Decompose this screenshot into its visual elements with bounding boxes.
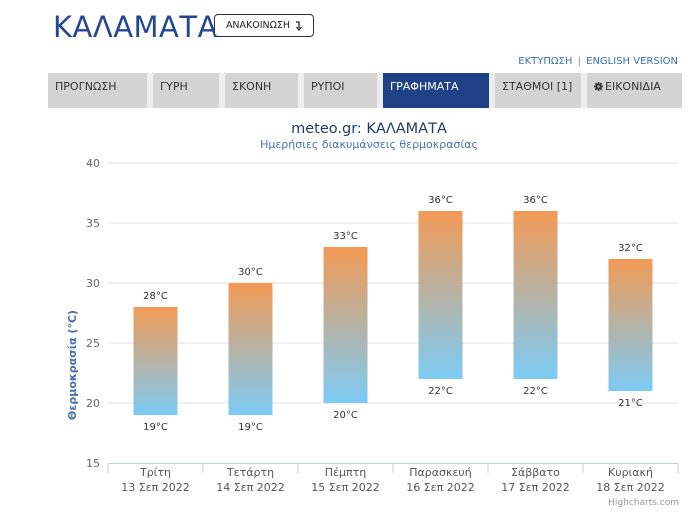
x-tick-date-label: 16 Σεπ 2022 bbox=[406, 481, 475, 494]
x-tick-date-label: 18 Σεπ 2022 bbox=[596, 481, 665, 494]
low-temp-label: 22°C bbox=[428, 386, 453, 397]
low-temp-label: 19°C bbox=[238, 422, 263, 433]
y-tick-label: 25 bbox=[86, 337, 100, 350]
x-tick-day-label: Τρίτη bbox=[139, 466, 171, 479]
chart-title: meteo.gr: ΚΑΛΑΜΑΤΑ bbox=[291, 121, 447, 137]
chart-subtitle: Ημερήσιες διακυμάνσεις θερμοκρασίας bbox=[260, 138, 478, 151]
tab-label: ΣΚΟΝΗ bbox=[232, 80, 272, 93]
top-links: ΕΚΤΥΠΩΣΗ | ENGLISH VERSION bbox=[518, 56, 678, 67]
temperature-chart: meteo.gr: ΚΑΛΑΜΑΤΑ Ημερήσιες διακυμάνσει… bbox=[66, 121, 679, 508]
tab-label: ΣΤΑΘΜΟΙ [1] bbox=[502, 80, 573, 93]
x-tick-date-label: 13 Σεπ 2022 bbox=[121, 481, 190, 494]
high-temp-label: 30°C bbox=[238, 267, 263, 278]
x-tick-date-label: 14 Σεπ 2022 bbox=[216, 481, 285, 494]
x-tick-date-label: 15 Σεπ 2022 bbox=[311, 481, 380, 494]
temperature-range-bar[interactable] bbox=[608, 259, 653, 391]
high-temp-label: 32°C bbox=[618, 243, 643, 254]
main-tabbar: ΠΡΟΓΝΩΣΗ ΓΥΡΗ ΣΚΟΝΗ ΡΥΠΟΙ ΓΡΑΦΗΜΑΤΑ ΣΤΑΘ… bbox=[48, 73, 682, 108]
y-tick-label: 20 bbox=[86, 397, 100, 410]
y-axis-title: Θερμοκρασία (°C) bbox=[66, 310, 79, 420]
tab-label: ΡΥΠΟΙ bbox=[311, 80, 345, 93]
announcement-label: ΑΝΑΚΟΙΝΩΣΗ bbox=[225, 20, 291, 31]
cog-icon bbox=[594, 82, 603, 91]
tab-pollen[interactable]: ΓΥΡΗ bbox=[153, 73, 219, 108]
announcement-button[interactable]: ΑΝΑΚΟΙΝΩΣΗ bbox=[214, 14, 314, 37]
y-tick-label: 40 bbox=[86, 157, 100, 170]
tab-label: ΓΥΡΗ bbox=[160, 80, 188, 93]
high-temp-label: 36°C bbox=[523, 195, 548, 206]
x-tick-day-label: Πέμπτη bbox=[325, 466, 366, 479]
temperature-range-bar[interactable] bbox=[418, 211, 463, 379]
high-temp-label: 28°C bbox=[143, 291, 168, 302]
tab-widgets[interactable]: ΕΙΚΟΝΙΔΙΑ bbox=[587, 73, 682, 108]
print-link[interactable]: ΕΚΤΥΠΩΣΗ bbox=[518, 56, 573, 67]
tab-pollutants[interactable]: ΡΥΠΟΙ bbox=[304, 73, 377, 108]
english-version-link[interactable]: ENGLISH VERSION bbox=[586, 56, 678, 67]
x-tick-day-label: Παρασκευή bbox=[409, 466, 472, 479]
tab-label: ΠΡΟΓΝΩΣΗ bbox=[55, 80, 117, 93]
tab-label: ΓΡΑΦΗΜΑΤΑ bbox=[390, 80, 459, 93]
x-tick-day-label: Τετάρτη bbox=[226, 466, 274, 479]
arrow-down-icon bbox=[296, 20, 303, 31]
temperature-range-bar[interactable] bbox=[133, 307, 178, 415]
tab-dust[interactable]: ΣΚΟΝΗ bbox=[225, 73, 298, 108]
tab-stations[interactable]: ΣΤΑΘΜΟΙ [1] bbox=[495, 73, 581, 108]
y-tick-label: 30 bbox=[86, 277, 100, 290]
x-tick-day-label: Κυριακή bbox=[608, 466, 653, 479]
x-tick-day-label: Σάββατο bbox=[511, 466, 560, 479]
tab-charts[interactable]: ΓΡΑΦΗΜΑΤΑ bbox=[383, 73, 489, 108]
chart-credit[interactable]: Highcharts.com bbox=[608, 498, 679, 508]
tab-label: ΕΙΚΟΝΙΔΙΑ bbox=[605, 80, 661, 93]
low-temp-label: 21°C bbox=[618, 398, 643, 409]
low-temp-label: 20°C bbox=[333, 410, 358, 421]
temperature-range-bar[interactable] bbox=[323, 247, 368, 403]
link-separator: | bbox=[577, 56, 581, 67]
high-temp-label: 36°C bbox=[428, 195, 453, 206]
y-tick-label: 35 bbox=[86, 217, 100, 230]
y-tick-label: 15 bbox=[86, 457, 100, 470]
temperature-range-bar[interactable] bbox=[513, 211, 558, 379]
tab-forecast[interactable]: ΠΡΟΓΝΩΣΗ bbox=[48, 73, 147, 108]
temperature-range-bar[interactable] bbox=[228, 283, 273, 415]
high-temp-label: 33°C bbox=[333, 231, 358, 242]
city-title: ΚΑΛΑΜΑΤΑ bbox=[53, 10, 218, 44]
x-tick-date-label: 17 Σεπ 2022 bbox=[501, 481, 570, 494]
low-temp-label: 19°C bbox=[143, 422, 168, 433]
low-temp-label: 22°C bbox=[523, 386, 548, 397]
